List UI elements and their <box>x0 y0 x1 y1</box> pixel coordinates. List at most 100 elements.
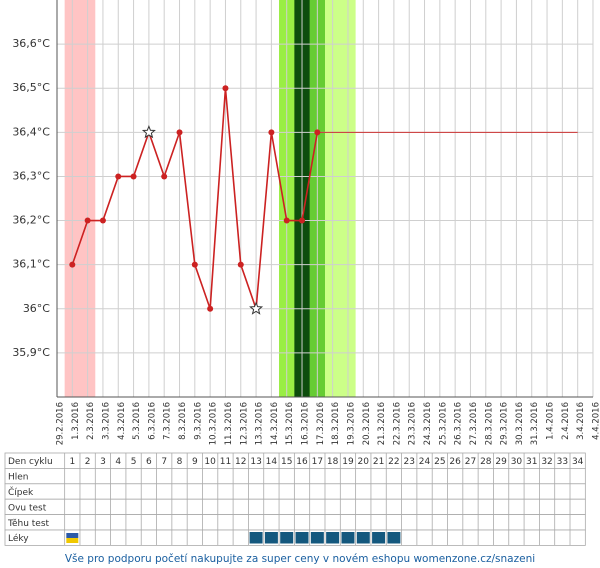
table-row <box>4 529 586 546</box>
day-number: 14 <box>266 457 278 467</box>
day-number: 8 <box>177 457 183 467</box>
day-number: 1 <box>69 457 75 467</box>
x-tick-label: 9.3.2016 <box>193 402 203 440</box>
x-tick-label: 21.3.2016 <box>377 402 387 445</box>
x-tick-label: 13.3.2016 <box>255 402 265 445</box>
y-tick-label: 36°C <box>23 302 50 315</box>
x-tick-label: 1.4.2016 <box>546 402 556 440</box>
point <box>283 217 290 224</box>
pill-icon <box>264 532 278 544</box>
phase-band <box>64 0 96 397</box>
day-number: 33 <box>557 457 568 467</box>
point <box>99 217 106 224</box>
pill-icon <box>280 532 294 544</box>
x-tick-label: 6.3.2016 <box>147 402 157 440</box>
y-tick-label: 36,5°C <box>12 81 50 94</box>
table-row <box>4 498 586 516</box>
point <box>299 217 306 224</box>
point <box>84 217 91 224</box>
x-tick-label: 18.3.2016 <box>331 402 341 445</box>
day-number: 29 <box>495 457 507 467</box>
table-row <box>4 514 586 531</box>
star-point <box>249 301 264 315</box>
point <box>161 173 168 180</box>
day-number: 9 <box>192 457 198 467</box>
day-number: 6 <box>146 457 152 467</box>
y-tick-label: 36,6°C <box>12 37 50 50</box>
x-tick-label: 19.3.2016 <box>346 402 356 445</box>
point <box>176 129 183 136</box>
x-tick-label: 14.3.2016 <box>270 402 280 445</box>
day-number: 26 <box>449 457 461 467</box>
x-tick-label: 2.3.2016 <box>86 402 96 440</box>
row-label: Hlen <box>8 473 29 483</box>
x-tick-label: 2.4.2016 <box>561 402 571 440</box>
day-number: 24 <box>419 457 431 467</box>
day-number: 10 <box>204 457 216 467</box>
pill-icon <box>372 532 386 544</box>
y-tick-label: 36,2°C <box>12 214 50 227</box>
day-number: 11 <box>220 457 231 467</box>
point <box>130 173 137 180</box>
day-number: 18 <box>327 457 339 467</box>
x-tick-label: 11.3.2016 <box>224 402 234 445</box>
row-label: Den cyklu <box>8 457 53 467</box>
y-tick-label: 35,9°C <box>12 346 50 359</box>
x-tick-label: 22.3.2016 <box>392 402 402 445</box>
table-row <box>4 483 586 500</box>
flag-top <box>66 533 79 538</box>
pill-icon <box>356 532 370 544</box>
day-number: 25 <box>434 457 445 467</box>
x-tick-label: 27.3.2016 <box>469 402 479 445</box>
pill-icon <box>310 532 324 544</box>
row-label: Čípek <box>8 486 34 498</box>
x-tick-label: 17.3.2016 <box>316 402 326 445</box>
day-number: 23 <box>403 457 414 467</box>
day-number: 5 <box>131 457 137 467</box>
day-number: 27 <box>465 457 476 467</box>
point <box>222 85 229 92</box>
x-tick-label: 4.3.2016 <box>117 402 127 440</box>
x-tick-label: 16.3.2016 <box>301 402 311 445</box>
x-tick-label: 1.3.2016 <box>71 402 81 440</box>
pill-icon <box>341 532 355 544</box>
star-point <box>141 124 156 139</box>
x-tick-label: 7.3.2016 <box>163 402 173 440</box>
day-number: 30 <box>511 457 523 467</box>
point <box>268 129 275 136</box>
x-tick-label: 26.3.2016 <box>454 402 464 445</box>
day-number: 2 <box>85 457 91 467</box>
point <box>237 261 244 268</box>
point <box>191 261 198 268</box>
point <box>207 305 214 312</box>
x-tick-label: 31.3.2016 <box>530 402 540 445</box>
x-tick-label: 12.3.2016 <box>239 402 249 445</box>
point <box>314 129 321 136</box>
x-tick-label: 29.3.2016 <box>500 402 510 445</box>
footer-link[interactable]: Vše pro podporu početí nakupujte za supe… <box>65 553 535 565</box>
day-number: 12 <box>235 457 246 467</box>
point <box>115 173 122 180</box>
table-row <box>4 467 586 485</box>
day-number: 32 <box>541 457 552 467</box>
day-number: 13 <box>250 457 261 467</box>
x-tick-label: 10.3.2016 <box>209 402 219 445</box>
day-number: 3 <box>100 457 106 467</box>
x-tick-label: 29.2.2016 <box>56 402 66 445</box>
x-tick-label: 24.3.2016 <box>423 402 433 445</box>
x-tick-label: 3.4.2016 <box>576 402 586 440</box>
pill-icon <box>249 532 263 544</box>
pill-icon <box>295 532 309 544</box>
day-number: 4 <box>115 457 121 467</box>
x-tick-label: 20.3.2016 <box>362 402 372 445</box>
flag-bottom <box>66 538 79 543</box>
y-tick-label: 36,4°C <box>12 125 50 138</box>
day-number: 15 <box>281 457 292 467</box>
pill-icon <box>326 532 340 544</box>
y-tick-label: 36,1°C <box>12 258 50 271</box>
x-tick-label: 28.3.2016 <box>484 402 494 445</box>
point <box>69 261 76 268</box>
day-number: 19 <box>342 457 354 467</box>
row-label: Ovu test <box>8 503 47 513</box>
